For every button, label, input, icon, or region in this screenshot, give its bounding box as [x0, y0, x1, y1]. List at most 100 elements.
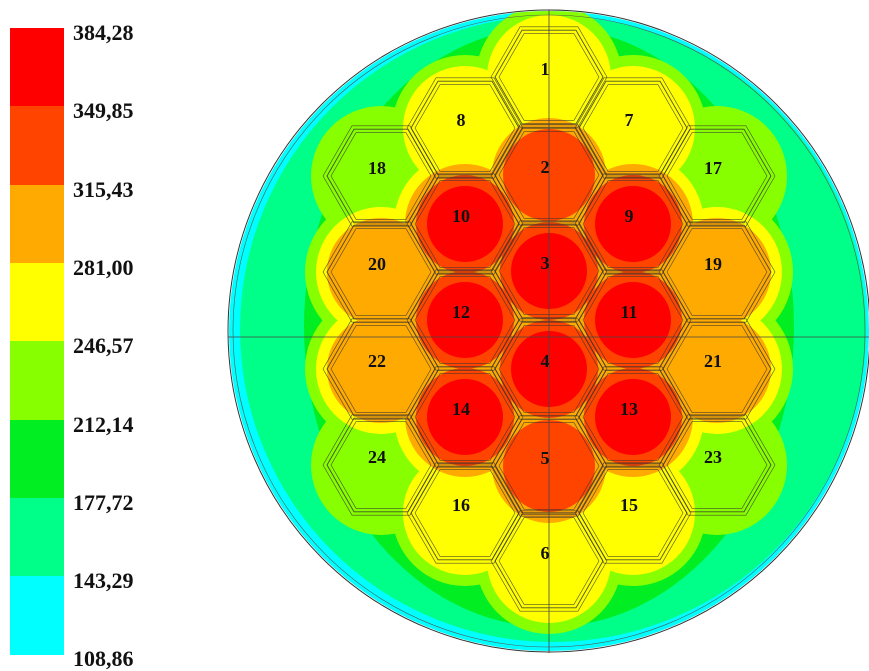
fuel-assembly-hexagon: [322, 414, 440, 516]
legend-swatch: [10, 576, 64, 655]
assembly-number-label: 6: [541, 543, 550, 563]
assembly-heat-blob: [427, 282, 503, 358]
hexagon-outline: [490, 510, 608, 612]
vessel-inner-outline: [232, 14, 866, 648]
hexagon-outline: [490, 26, 608, 128]
assembly-heat-blob: [327, 315, 435, 423]
hexagon-outline: [666, 421, 768, 509]
legend-value-label: 246,57: [73, 333, 134, 359]
assembly-number-label: 8: [457, 110, 466, 130]
hexagon-outline: [498, 325, 600, 413]
hexagon-outline: [498, 517, 600, 605]
assembly-number-label: 22: [368, 351, 386, 371]
legend-swatch: [10, 497, 64, 577]
legend-value-label: 143,29: [73, 568, 134, 594]
assembly-number-label: 14: [452, 399, 470, 419]
hexagon-outline: [574, 173, 692, 275]
assembly-number-label: 3: [541, 253, 550, 273]
assembly-number-label: 2: [541, 157, 550, 177]
legend-swatch: [10, 341, 64, 420]
assembly-heat-blob: [595, 379, 671, 455]
hexagon-outline: [498, 33, 600, 121]
assembly-number-label: 19: [704, 254, 722, 274]
legend-value-label: 349,85: [73, 98, 134, 124]
legend-value-label: 108,86: [73, 646, 134, 671]
assembly-heat-blob: [595, 282, 671, 358]
assembly-number-label: 24: [368, 447, 386, 467]
legend-value-label: 177,72: [73, 489, 134, 515]
hexagon-outline: [322, 414, 440, 516]
hexagon-outline: [490, 318, 608, 420]
legend-swatch: [10, 28, 64, 107]
hexagon-outline: [322, 318, 440, 420]
assembly-number-label: 20: [368, 254, 386, 274]
assembly-number-label: 4: [541, 351, 550, 371]
assembly-heat-blob: [595, 186, 671, 262]
assembly-number-label: 13: [620, 399, 638, 419]
hexagon-outline: [406, 173, 524, 275]
hexagon-outline: [406, 462, 524, 564]
hexagon-outline: [330, 228, 432, 316]
assembly-number-label: 15: [620, 495, 638, 515]
hexagon-outline: [582, 276, 684, 364]
hexagon-outline: [414, 276, 516, 364]
symmetry-axes: [227, 9, 869, 653]
vessel-outline: [227, 9, 869, 653]
hexagon-outline: [574, 462, 692, 564]
assembly-number-label: 23: [704, 447, 722, 467]
assembly-number-label: 10: [452, 206, 470, 226]
assembly-heat-blob: [663, 315, 771, 423]
hexagon-outline: [658, 125, 776, 227]
assembly-number-label: 9: [625, 206, 634, 226]
assembly-heat-blob: [327, 218, 435, 326]
hexagon-outline: [322, 221, 440, 323]
hexagon-outline: [666, 228, 768, 316]
hexagon-outline: [330, 132, 432, 220]
hexagon-outline: [658, 318, 776, 420]
fuel-assembly-hexagon: [658, 414, 776, 516]
legend-value-label: 384,28: [73, 20, 134, 45]
assembly-number-label: 17: [704, 158, 722, 178]
color-scale-legend: 384,28 349,85 315,43 281,00 246,57 212,14 177,…: [0, 0, 180, 670]
assembly-number-label: 16: [452, 495, 470, 515]
hexagon-outline: [582, 469, 684, 557]
hexagon-outline: [658, 414, 776, 516]
hexagon-outline: [662, 128, 772, 224]
legend-swatch: [10, 184, 64, 264]
hexagon-outline: [582, 180, 684, 268]
hexagon-outline: [414, 180, 516, 268]
hexagon-outline: [662, 417, 772, 513]
assembly-number-label: 12: [452, 302, 470, 322]
legend-swatch: [10, 419, 64, 499]
hexagon-outline: [414, 469, 516, 557]
hexagon-outline: [582, 373, 684, 461]
assembly-number-label: 7: [625, 110, 634, 130]
assembly-number-label: 21: [704, 351, 722, 371]
legend-value-label: 315,43: [73, 176, 134, 202]
hexagon-outline: [330, 325, 432, 413]
hexagon-outline: [582, 84, 684, 172]
hexagon-outline: [406, 366, 524, 468]
hexagon-outline: [326, 128, 436, 224]
assembly-heat-blob: [427, 379, 503, 455]
fuel-assembly-hexagon: [658, 318, 776, 420]
assembly-number-label: 5: [541, 448, 550, 468]
hexagon-outline: [494, 29, 604, 125]
hexagon-outline: [658, 221, 776, 323]
hexagon-outline: [326, 417, 436, 513]
hexagon-outline: [326, 321, 436, 417]
hexagon-outline: [406, 269, 524, 371]
legend-swatch: [10, 106, 64, 186]
hexagon-outline: [574, 77, 692, 179]
fuel-assembly-hexagon: [490, 26, 608, 128]
legend-value-label: 212,14: [73, 411, 134, 437]
hexagon-outline: [406, 77, 524, 179]
fuel-assembly-hexagon: [658, 125, 776, 227]
assembly-heat-blob: [663, 218, 771, 326]
hexagon-outline: [666, 132, 768, 220]
hexagon-outline: [498, 227, 600, 315]
hexagon-outline: [330, 421, 432, 509]
assembly-grid: [322, 26, 776, 612]
hexagon-outline: [666, 325, 768, 413]
